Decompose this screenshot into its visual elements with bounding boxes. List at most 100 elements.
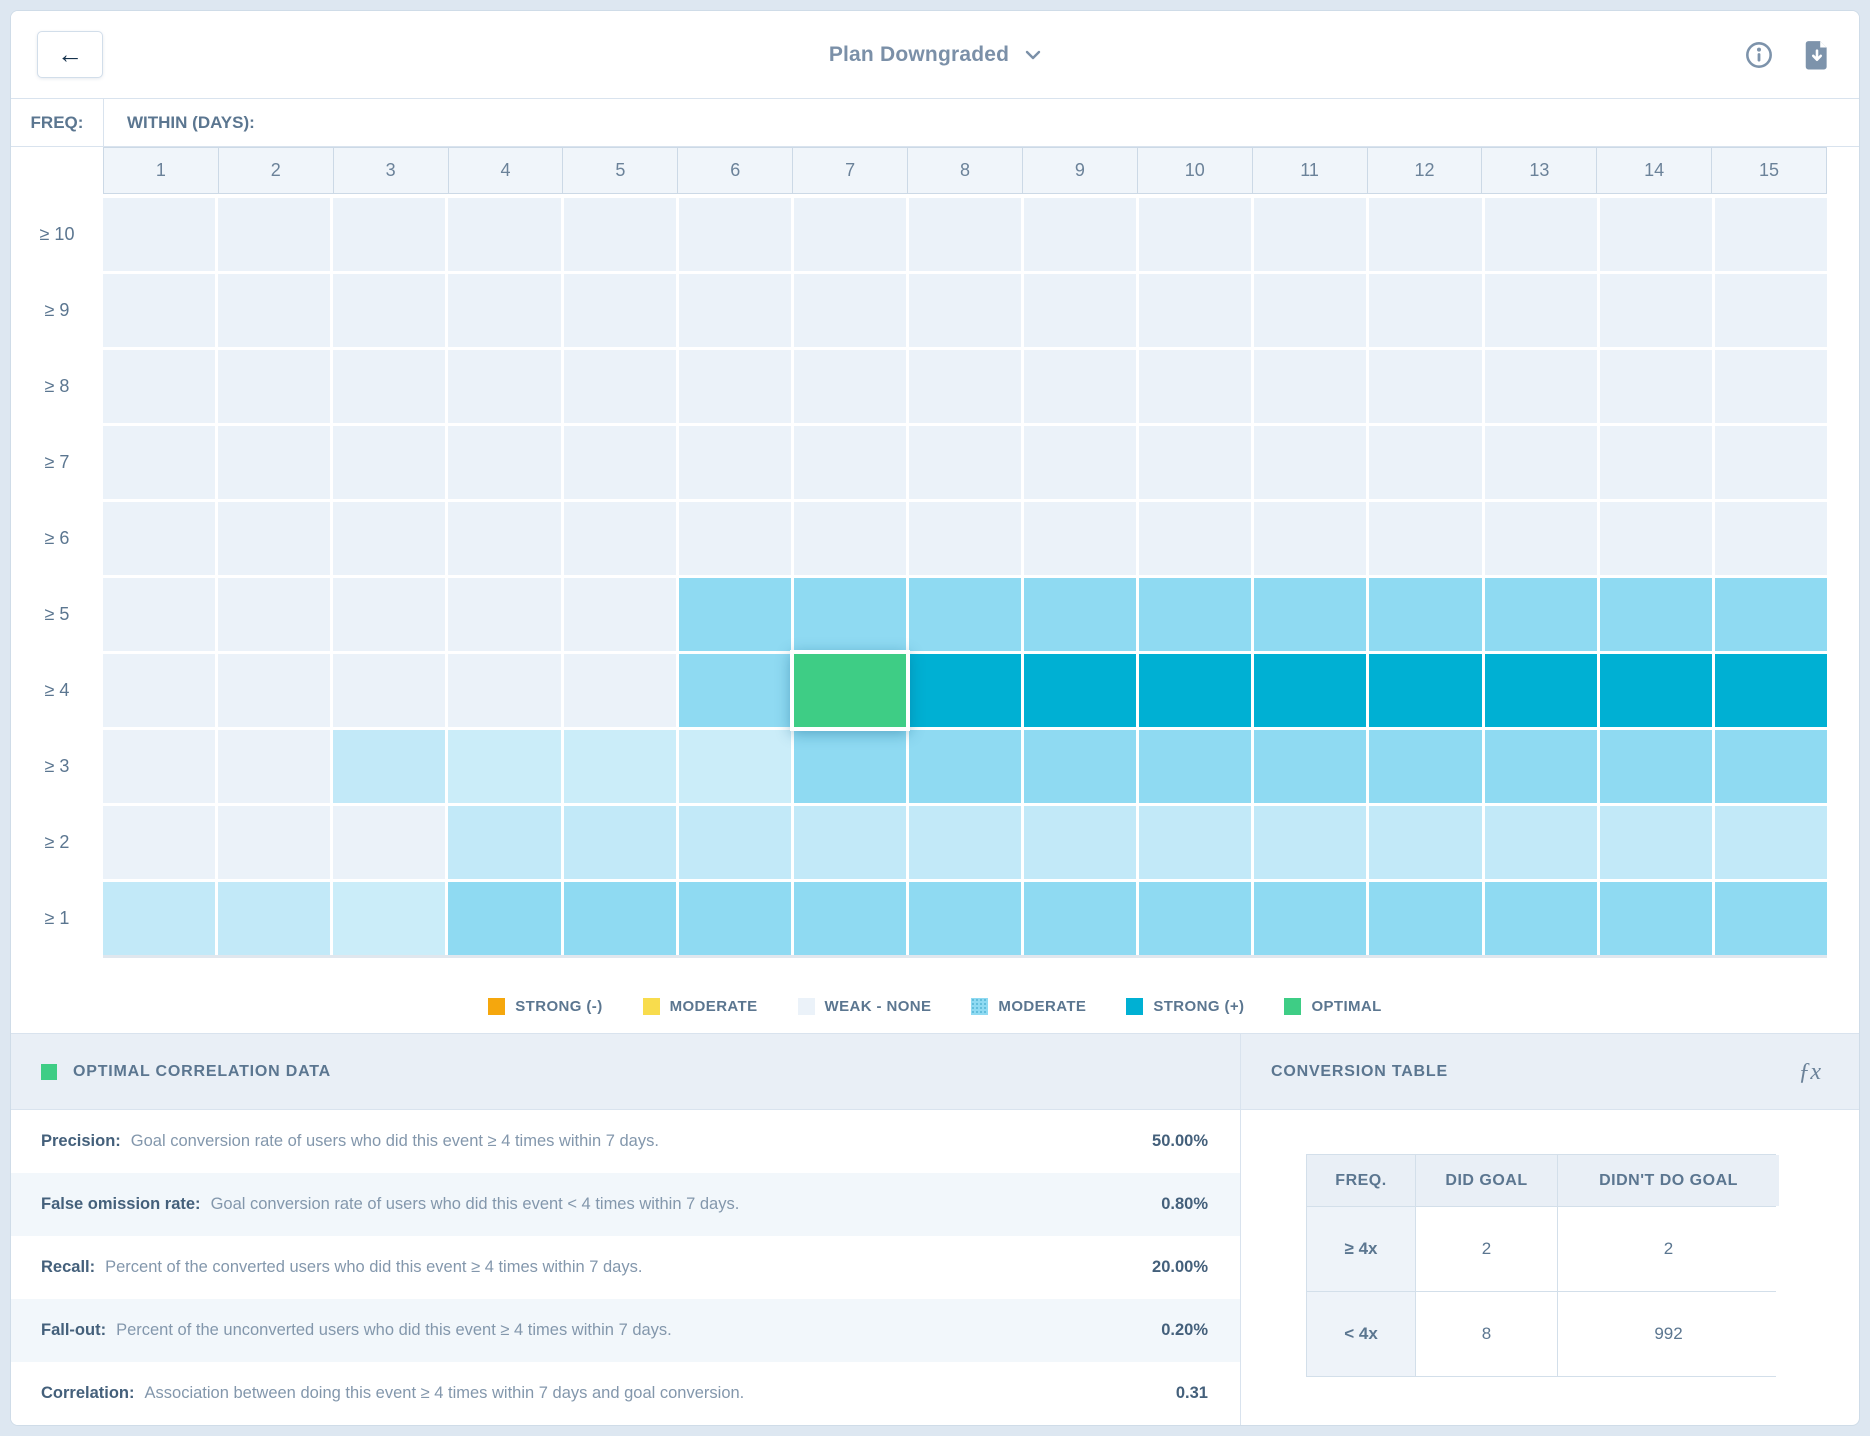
heatmap-cell[interactable] (448, 274, 561, 347)
heatmap-cell[interactable] (218, 806, 331, 879)
heatmap-cell[interactable] (793, 350, 906, 423)
heatmap-cell[interactable] (1024, 502, 1137, 575)
heatmap-cell[interactable] (1254, 730, 1367, 803)
heatmap-cell[interactable] (793, 882, 906, 955)
heatmap-cell[interactable] (1139, 730, 1252, 803)
heatmap-cell[interactable] (448, 426, 561, 499)
heatmap-cell[interactable] (1024, 426, 1137, 499)
heatmap-cell[interactable] (218, 654, 331, 727)
heatmap-cell[interactable] (563, 426, 676, 499)
heatmap-cell[interactable] (678, 198, 791, 271)
heatmap-cell[interactable] (448, 350, 561, 423)
heatmap-cell[interactable] (908, 350, 1022, 423)
heatmap-cell[interactable] (333, 350, 446, 423)
formula-fx-icon[interactable]: ƒx (1798, 1058, 1821, 1085)
heatmap-cell[interactable] (333, 426, 446, 499)
heatmap-cell[interactable] (103, 806, 216, 879)
heatmap-cell[interactable] (908, 578, 1022, 651)
heatmap-cell[interactable] (333, 730, 446, 803)
heatmap-cell[interactable] (908, 730, 1022, 803)
heatmap-cell[interactable] (218, 426, 331, 499)
heatmap-cell[interactable] (1254, 274, 1367, 347)
heatmap-cell[interactable] (563, 578, 676, 651)
heatmap-cell[interactable] (1599, 350, 1712, 423)
heatmap-cell[interactable] (793, 502, 906, 575)
heatmap-cell[interactable] (1369, 578, 1482, 651)
heatmap-cell[interactable] (1024, 274, 1137, 347)
heatmap-cell[interactable] (218, 198, 331, 271)
heatmap-cell[interactable] (1484, 806, 1597, 879)
heatmap-cell[interactable] (793, 274, 906, 347)
heatmap-cell[interactable] (333, 578, 446, 651)
heatmap-cell[interactable] (218, 882, 331, 955)
heatmap-cell[interactable] (1024, 198, 1137, 271)
heatmap-cell[interactable] (1139, 806, 1252, 879)
heatmap-cell[interactable] (908, 274, 1022, 347)
heatmap-cell[interactable] (1484, 350, 1597, 423)
heatmap-cell[interactable] (563, 502, 676, 575)
download-icon[interactable] (1801, 39, 1833, 71)
heatmap-cell[interactable] (1024, 350, 1137, 423)
heatmap-cell[interactable] (908, 654, 1022, 727)
heatmap-cell[interactable] (1139, 198, 1252, 271)
heatmap-cell[interactable] (1024, 654, 1137, 727)
heatmap-cell[interactable] (678, 274, 791, 347)
heatmap-cell[interactable] (1599, 578, 1712, 651)
heatmap-cell[interactable] (448, 578, 561, 651)
heatmap-cell[interactable] (1599, 502, 1712, 575)
heatmap-cell[interactable] (333, 806, 446, 879)
heatmap-cell[interactable] (1254, 578, 1367, 651)
heatmap-cell[interactable] (1484, 198, 1597, 271)
heatmap-cell[interactable] (678, 350, 791, 423)
heatmap-cell[interactable] (678, 806, 791, 879)
heatmap-cell[interactable] (1139, 882, 1252, 955)
heatmap-cell[interactable] (1714, 198, 1827, 271)
heatmap-cell[interactable] (1254, 502, 1367, 575)
heatmap-cell[interactable] (563, 198, 676, 271)
heatmap-cell[interactable] (218, 578, 331, 651)
heatmap-cell-optimal[interactable] (793, 654, 906, 727)
heatmap-cell[interactable] (1484, 882, 1597, 955)
heatmap-cell[interactable] (333, 882, 446, 955)
heatmap-cell[interactable] (1369, 350, 1482, 423)
heatmap-cell[interactable] (448, 730, 561, 803)
heatmap-cell[interactable] (793, 578, 906, 651)
heatmap-cell[interactable] (1369, 806, 1482, 879)
heatmap-cell[interactable] (448, 882, 561, 955)
heatmap-cell[interactable] (1599, 882, 1712, 955)
back-button[interactable]: ← (37, 31, 103, 78)
heatmap-cell[interactable] (1484, 654, 1597, 727)
heatmap-cell[interactable] (1484, 578, 1597, 651)
heatmap-cell[interactable] (1139, 350, 1252, 423)
heatmap-cell[interactable] (1024, 882, 1137, 955)
heatmap-cell[interactable] (793, 198, 906, 271)
heatmap-cell[interactable] (793, 730, 906, 803)
heatmap-cell[interactable] (563, 350, 676, 423)
heatmap-cell[interactable] (333, 274, 446, 347)
heatmap-cell[interactable] (333, 502, 446, 575)
heatmap-cell[interactable] (1024, 806, 1137, 879)
heatmap-cell[interactable] (908, 502, 1022, 575)
heatmap-cell[interactable] (563, 274, 676, 347)
heatmap-cell[interactable] (1714, 882, 1827, 955)
heatmap-cell[interactable] (908, 198, 1022, 271)
heatmap-cell[interactable] (1139, 578, 1252, 651)
heatmap-cell[interactable] (678, 730, 791, 803)
heatmap-cell[interactable] (103, 730, 216, 803)
heatmap-cell[interactable] (103, 882, 216, 955)
heatmap-cell[interactable] (1599, 426, 1712, 499)
heatmap-cell[interactable] (1369, 730, 1482, 803)
heatmap-cell[interactable] (333, 654, 446, 727)
heatmap-cell[interactable] (793, 806, 906, 879)
heatmap-cell[interactable] (1369, 198, 1482, 271)
info-icon[interactable] (1743, 39, 1775, 71)
heatmap-cell[interactable] (908, 882, 1022, 955)
heatmap-cell[interactable] (1714, 426, 1827, 499)
heatmap-cell[interactable] (1714, 578, 1827, 651)
heatmap-cell[interactable] (103, 502, 216, 575)
heatmap-cell[interactable] (103, 578, 216, 651)
heatmap-cell[interactable] (1484, 502, 1597, 575)
heatmap-cell[interactable] (218, 274, 331, 347)
heatmap-cell[interactable] (908, 806, 1022, 879)
heatmap-cell[interactable] (103, 198, 216, 271)
